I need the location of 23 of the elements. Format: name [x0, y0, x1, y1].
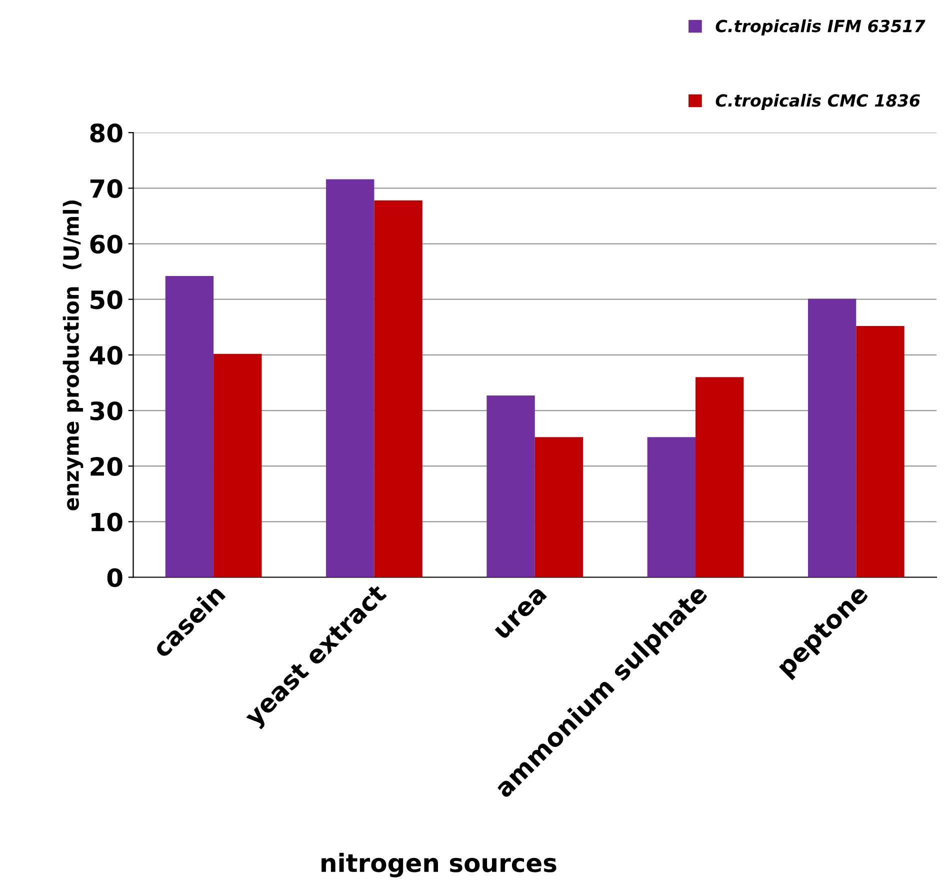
y-tick-label: 30 [90, 401, 122, 420]
bar [856, 326, 904, 578]
y-axis-title: enzyme production (U/ml) [62, 200, 84, 510]
bar [647, 437, 696, 578]
bar [326, 179, 374, 578]
bar [165, 276, 214, 578]
legend-label: C.tropicalis IFM 63517 [716, 19, 926, 36]
bar [374, 200, 422, 578]
legend-label: C.tropicalis CMC 1836 [716, 94, 920, 110]
bar [534, 437, 584, 578]
y-tick-label: 50 [90, 290, 122, 310]
y-tick-label: 10 [92, 512, 122, 532]
y-tick-label: 70 [90, 179, 122, 198]
bar [214, 354, 262, 578]
y-tick-label: 20 [90, 457, 122, 476]
bar [486, 396, 535, 578]
y-tick-label: 80 [90, 124, 122, 142]
bar [808, 298, 856, 578]
y-tick-label: 60 [90, 234, 122, 254]
x-axis-title: nitrogen sources [322, 852, 556, 878]
bar [696, 377, 744, 578]
y-tick-label: 40 [90, 346, 122, 365]
y-tick-label: 0 [107, 568, 122, 588]
